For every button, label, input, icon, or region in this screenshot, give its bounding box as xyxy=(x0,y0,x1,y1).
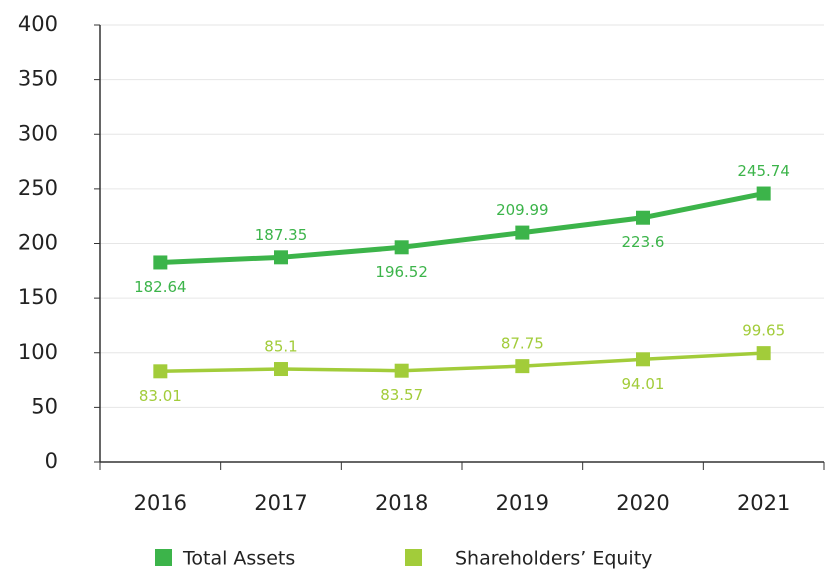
x-tick-label: 2019 xyxy=(496,491,549,515)
x-tick-label: 2020 xyxy=(616,491,669,515)
data-label: 99.65 xyxy=(742,322,785,340)
x-tick-label: 2016 xyxy=(134,491,187,515)
data-label: 245.74 xyxy=(737,162,790,180)
series-line xyxy=(160,351,764,374)
marker xyxy=(153,255,168,270)
data-label: 223.6 xyxy=(622,233,665,251)
y-tick-label: 250 xyxy=(18,176,58,200)
marker xyxy=(274,250,288,265)
y-tick-label: 200 xyxy=(18,231,58,255)
data-label: 85.1 xyxy=(264,338,297,356)
data-label: 83.01 xyxy=(139,387,182,405)
y-tick-label: 300 xyxy=(18,121,58,145)
data-label: 209.99 xyxy=(496,201,549,219)
legend-swatch xyxy=(405,549,422,566)
x-tick-label: 2018 xyxy=(375,491,428,515)
data-label: 83.57 xyxy=(380,386,423,404)
legend-label: Total Assets xyxy=(182,548,295,570)
marker xyxy=(515,359,530,374)
data-label: 87.75 xyxy=(501,335,544,353)
y-tick-label: 150 xyxy=(18,285,58,309)
marker xyxy=(636,352,650,367)
data-label: 182.64 xyxy=(134,278,187,296)
legend-swatch xyxy=(155,549,172,566)
marker xyxy=(394,240,409,255)
y-tick-label: 0 xyxy=(45,449,58,473)
marker xyxy=(756,186,771,201)
data-label: 187.35 xyxy=(255,226,308,244)
marker xyxy=(274,362,288,377)
y-tick-label: 350 xyxy=(18,67,58,91)
marker xyxy=(756,346,771,361)
y-tick-label: 50 xyxy=(31,394,58,418)
marker xyxy=(153,364,168,379)
y-tick-label: 400 xyxy=(18,12,58,36)
x-tick-label: 2017 xyxy=(254,491,307,515)
series-line xyxy=(160,191,765,265)
marker xyxy=(515,225,530,240)
data-label: 196.52 xyxy=(375,263,428,281)
y-tick-label: 100 xyxy=(18,340,58,364)
marker xyxy=(394,363,409,378)
x-tick-label: 2021 xyxy=(737,491,790,515)
data-label: 94.01 xyxy=(622,375,665,393)
legend-label: Shareholders’ Equity xyxy=(455,548,652,570)
marker xyxy=(636,210,650,225)
